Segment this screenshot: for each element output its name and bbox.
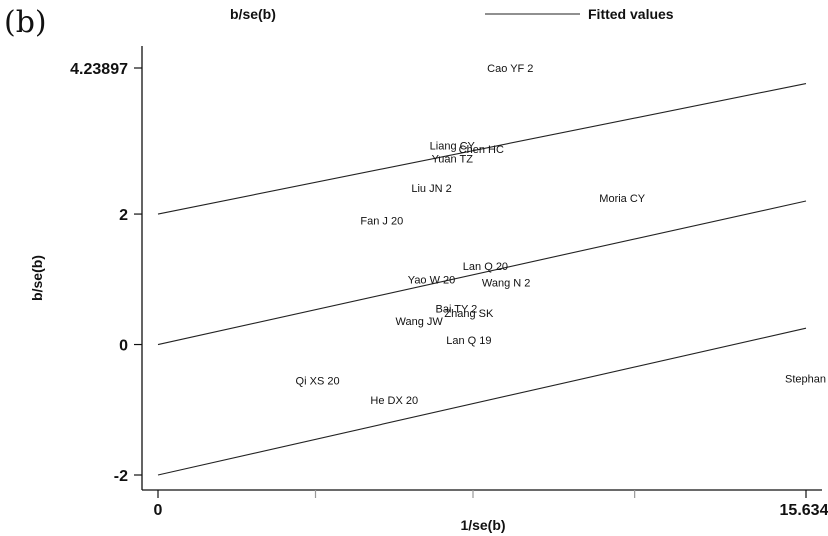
point-label: Stephan [785, 373, 826, 385]
y-axis-title: b/se(b) [29, 255, 45, 301]
point-label: Liang CY [430, 141, 476, 153]
point-label: Yao W 20 [408, 274, 456, 286]
point-label: Moria CY [599, 193, 646, 205]
point-label: Lan Q 19 [446, 335, 491, 347]
panel-label: (b) [4, 5, 47, 40]
point-label: Cao YF 2 [487, 63, 533, 75]
fitted-line-upper [157, 83, 807, 215]
x-tick-label: 0 [154, 502, 163, 519]
fitted-lines-layer [157, 83, 807, 476]
point-label: Qi XS 20 [296, 375, 340, 387]
fitted-line-lower [157, 327, 807, 476]
point-label: He DX 20 [370, 395, 418, 407]
point-label: Yuan TZ [432, 154, 474, 166]
point-label: Chen HC [459, 144, 504, 156]
point-label: Fan J 20 [360, 216, 403, 228]
y-tick-label: 0 [119, 338, 128, 355]
legend-line-label: Fitted values [588, 6, 674, 22]
y-tick-label: 2 [119, 207, 128, 224]
legend-scatter-label: b/se(b) [230, 6, 276, 22]
point-label: Wang JW [395, 316, 443, 328]
point-label: Bai TY 2 [436, 304, 478, 316]
ticks-layer: 4.23897 2 0 -2 0 15.634 [70, 61, 828, 519]
y-tick-label: -2 [114, 468, 128, 485]
x-axis-title: 1/se(b) [460, 517, 505, 533]
x-tick-label: 15.634 [780, 502, 828, 519]
point-label: Lan Q 20 [463, 261, 508, 273]
point-label: Zhang SK [444, 308, 494, 320]
point-label: Wang N 2 [482, 278, 531, 290]
point-label: Liu JN 2 [411, 183, 451, 195]
y-tick-label: 4.23897 [70, 61, 128, 78]
fitted-line-fitted [157, 200, 807, 346]
